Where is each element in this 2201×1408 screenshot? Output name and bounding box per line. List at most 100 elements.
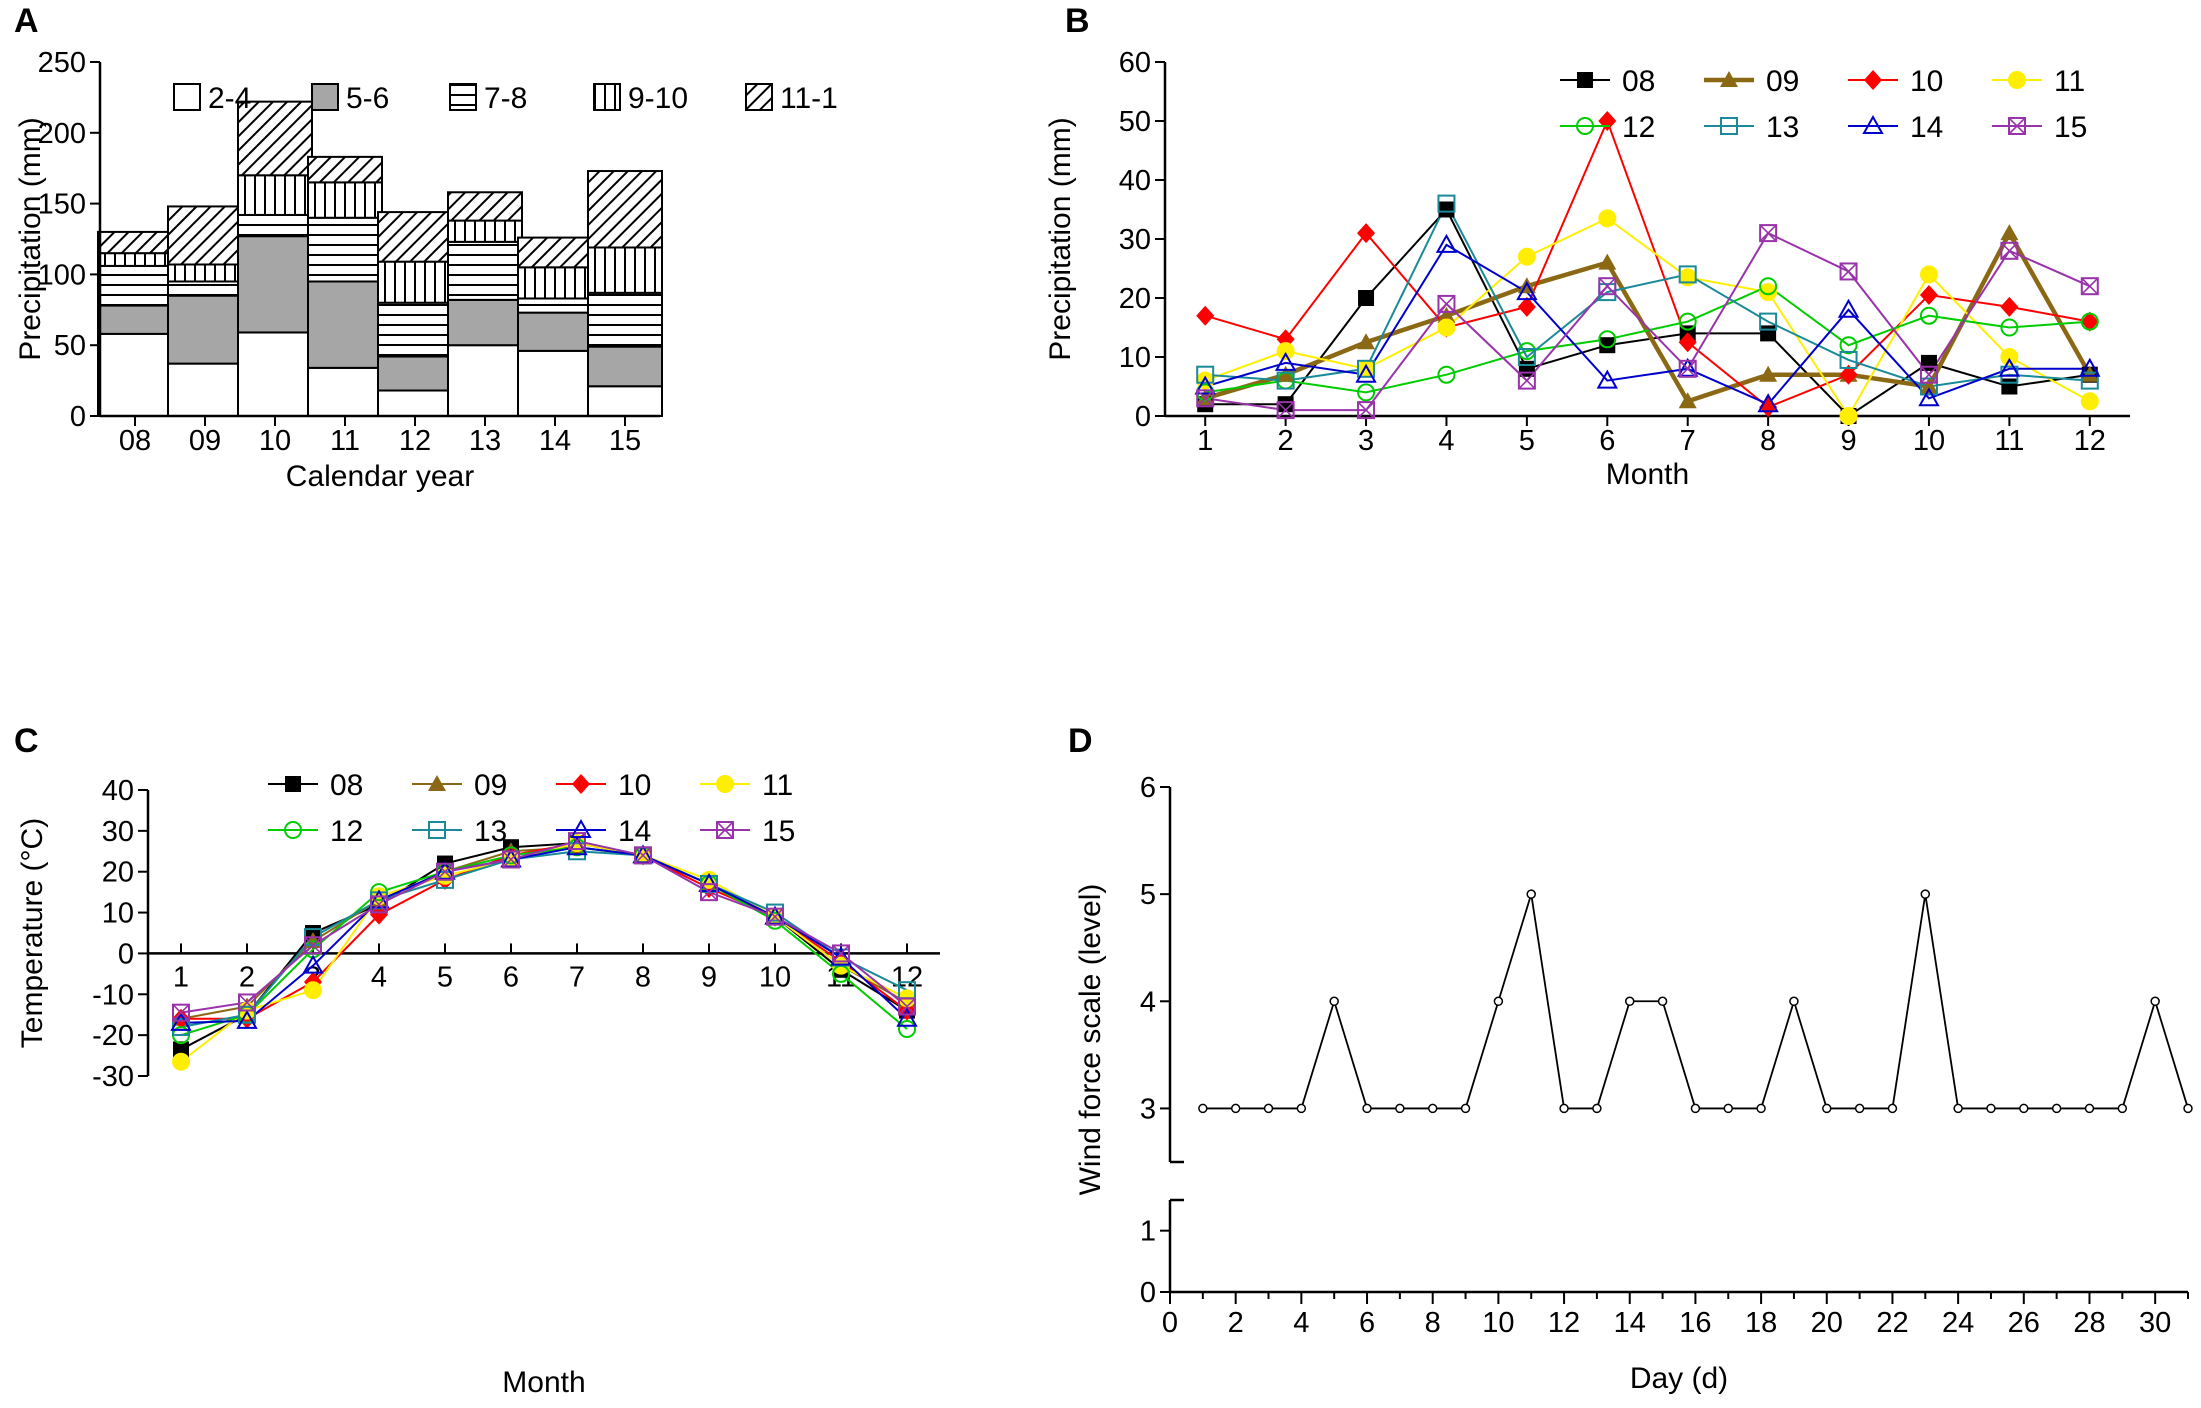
point-15-m10 [766, 907, 784, 926]
series-line-15 [1205, 231, 2091, 412]
point-11-m6 [1598, 209, 1617, 228]
y-tick-label--20: -20 [92, 1020, 134, 1052]
point-wind-day-25 [1986, 1103, 1996, 1114]
legend-label-11: 11 [762, 769, 793, 802]
legend-label-12: 12 [330, 815, 363, 848]
x-tick-label-12: 12 [1548, 1307, 1580, 1339]
point-12-m8 [1759, 277, 1778, 296]
point-14-m10 [1918, 387, 1940, 407]
x-tick-label-10: 10 [759, 961, 791, 993]
point-09-m4 [1437, 306, 1456, 323]
point-15-m7 [1678, 359, 1697, 378]
series-line-09 [1204, 228, 2092, 404]
x-tick-label-26: 26 [2008, 1307, 2040, 1339]
x-tick-label-10: 10 [259, 425, 291, 457]
point-10-m3 [1357, 223, 1376, 244]
panel-label-b: B [1065, 2, 1090, 40]
x-tick-label-6: 6 [1359, 1307, 1375, 1339]
point-09-m2 [1276, 365, 1295, 382]
bar-12-11-1 [377, 211, 453, 263]
y-tick-label-30: 30 [102, 816, 134, 848]
legend-marker-10 [572, 774, 590, 794]
point-11-m1 [172, 1052, 190, 1071]
point-14-m3 [302, 954, 324, 974]
bar-12-7-8 [377, 301, 453, 358]
point-15-m2-box [1276, 401, 1295, 420]
point-15-m9-cross [1839, 262, 1858, 281]
bar-14-7-8 [517, 297, 593, 314]
point-wind-day-2 [1230, 1103, 1241, 1114]
point-15-m8 [634, 846, 652, 865]
point-15-m6 [1598, 277, 1617, 296]
point-15-m11-box [2000, 241, 2019, 260]
x-tick-label-0: 0 [1162, 1307, 1178, 1339]
x-tick-label-8: 8 [1425, 1307, 1441, 1339]
legend-marker-13 [428, 821, 446, 839]
point-wind-day-14 [1624, 996, 1635, 1007]
x-tick-label-8: 8 [1760, 425, 1776, 457]
point-wind-day-27 [2051, 1103, 2062, 1114]
bar-12-2-4 [377, 389, 453, 417]
legend-label-7-8: 7-8 [484, 82, 527, 115]
point-10-m6 [1598, 111, 1617, 131]
point-12-m6 [1598, 330, 1617, 349]
point-15-m11-cross [832, 944, 850, 962]
point-14-m1 [170, 1011, 192, 1031]
point-15-m5-cross [436, 863, 454, 881]
point-wind-day-1 [1198, 1103, 1208, 1114]
point-wind-day-19 [1789, 996, 1799, 1007]
y-tick-label--30: -30 [92, 1061, 134, 1093]
point-15-m7-cross [1679, 360, 1697, 378]
series-line-15 [180, 840, 908, 1014]
point-13-m9 [1839, 350, 1858, 369]
point-10-m9 [1839, 364, 1858, 385]
point-15-m8-cross [1759, 224, 1777, 242]
legend-label-14: 14 [618, 815, 651, 848]
legend-label-10: 10 [1910, 65, 1943, 98]
point-15-m4-cross [370, 895, 388, 913]
legend-label-12: 12 [1622, 111, 1655, 144]
point-15-m11 [2000, 241, 2019, 260]
x-tick-label-6: 6 [1599, 425, 1615, 457]
bar-13-2-4 [447, 344, 523, 418]
point-11-m2 [1276, 342, 1295, 361]
x-tick-label-6: 6 [503, 961, 519, 993]
point-wind-day-15 [1657, 996, 1668, 1007]
x-tick-label-7: 7 [569, 961, 585, 993]
x-tick-label-9: 9 [1840, 425, 1856, 457]
bar-11-5-6 [307, 280, 383, 369]
x-tick-label-10: 10 [1482, 1307, 1514, 1339]
bar-09-2-4 [167, 362, 243, 417]
point-15-m11-cross [2000, 242, 2018, 260]
point-15-m12-cross [898, 997, 916, 1016]
point-wind-day-26 [2019, 1103, 2029, 1114]
series-line-11 [1204, 217, 2091, 418]
x-tick-label-12: 12 [399, 425, 431, 457]
point-15-m1-cross [1196, 389, 1214, 407]
bar-08-2-4 [97, 332, 173, 418]
point-15-m6-box [502, 850, 520, 869]
panel-label-d: D [1068, 722, 1093, 760]
series-line-08 [1205, 207, 2090, 418]
point-15-m1 [1196, 389, 1215, 408]
point-wind-day-31 [2183, 1103, 2193, 1114]
legend-marker-15-box [716, 821, 734, 839]
series-line-14 [1204, 243, 2090, 406]
x-tick-label-2: 2 [239, 961, 255, 993]
y-tick-label-5: 5 [1140, 879, 1156, 911]
point-15-m10-box [766, 907, 784, 926]
legend-marker-15-cross [716, 821, 734, 839]
point-wind-day-5 [1329, 996, 1339, 1007]
bar-08-11-1 [97, 230, 173, 255]
point-12-m9 [1839, 336, 1858, 355]
bar-08-5-6 [97, 304, 173, 335]
x-tick-label-24: 24 [1942, 1307, 1974, 1339]
point-wind-day-7 [1395, 1103, 1405, 1114]
series-line-12 [180, 846, 908, 1037]
point-09-m6 [1598, 253, 1617, 270]
point-15-m3-box [1357, 401, 1376, 420]
point-wind-day-4 [1296, 1103, 1307, 1114]
legend-label-08: 08 [1622, 65, 1655, 98]
y-tick-label-40: 40 [102, 775, 134, 807]
